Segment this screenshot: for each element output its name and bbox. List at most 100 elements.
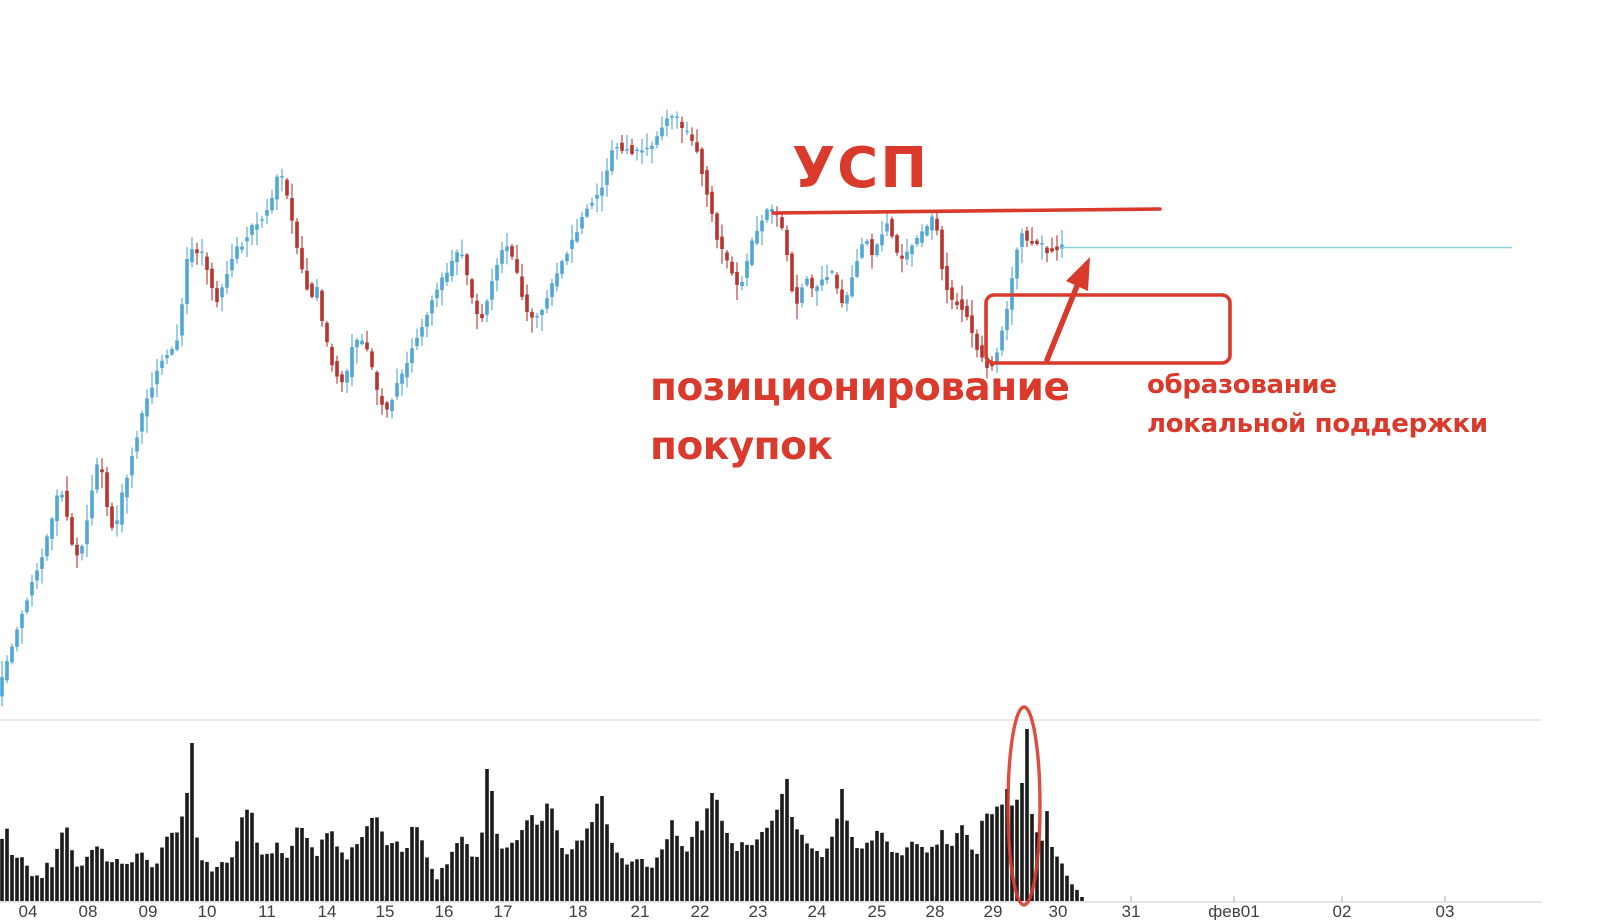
volume-bar [635,859,639,901]
candle-body [180,304,184,336]
volume-bar [975,853,979,901]
volume-bar [570,849,574,901]
candle-body [320,290,324,321]
volume-bar [650,867,654,901]
volume-bar [705,808,709,901]
candle-body [885,223,889,232]
volume-bar [535,824,539,901]
candle-body [400,373,404,384]
volume-bar [590,822,594,901]
candle-body [605,170,609,185]
candle-body [120,492,124,525]
candle-body [280,176,284,178]
volume-bar [1025,729,1029,901]
candle-body [330,347,334,366]
candle-body [410,348,414,364]
volume-bar [505,847,509,901]
candle-body [655,136,659,145]
volume-bar [970,849,974,901]
x-axis-label: 02 [1333,902,1352,920]
volume-bar [855,848,859,901]
x-axis-label: 29 [984,902,1003,920]
candle-body [585,208,589,217]
candle-body [575,232,579,242]
x-axis-label: 09 [139,902,158,920]
annotation-support-line1: образование [1147,370,1337,400]
candle-body [75,544,79,556]
candle-body [455,252,459,263]
candle-body [595,194,599,199]
candle-body [490,281,494,300]
volume-bar [120,863,124,901]
candle-body [210,268,214,288]
volume-bar [490,791,494,901]
candle-body [545,298,549,309]
candle-body [790,253,794,292]
candle-body [385,402,389,410]
volume-bar [260,854,264,901]
candle-body [130,456,134,476]
annotation-support-line2: локальной поддержки [1147,409,1488,439]
volume-bar [755,839,759,901]
candle-body [805,278,809,285]
candle-body [255,224,259,230]
candle-body [70,517,74,545]
candle-body [625,149,629,151]
candle-body [555,273,559,287]
candle-body [910,245,914,255]
volume-bar [455,843,459,901]
candle-body [50,518,54,539]
candle-body [80,546,84,554]
volume-bar [250,812,254,901]
candle-body [600,187,604,196]
candle-body [615,147,619,149]
x-axis-label: 10 [198,902,217,920]
volume-bar [710,793,714,901]
volume-bar [480,832,484,901]
candle-body [1045,247,1049,254]
candle-body [0,677,4,697]
candle-body [860,244,864,258]
candle-body [765,209,769,220]
candle-body [20,613,24,628]
candle-body [295,221,299,248]
volume-bar [510,842,514,901]
candle-body [650,145,654,149]
volume-bar [110,862,114,901]
candle-body [485,300,489,315]
candle-body [435,289,439,299]
candle-body [955,301,959,305]
volume-bar [1005,789,1009,901]
volume-bar [925,852,929,901]
volume-bar [525,820,529,901]
volume-bar [990,814,994,901]
volume-bar [90,849,94,901]
candle-body [565,253,569,262]
candle-body [440,277,444,291]
candle-body [155,370,159,385]
x-axis-label: 11 [258,902,276,920]
candle-body [700,148,704,175]
volume-bar [230,857,234,901]
candle-body [445,272,449,282]
volume-bar [850,837,854,901]
volume-bar [215,866,219,901]
candle-body [270,198,274,211]
volume-bar [795,829,799,901]
candle-body [240,246,244,250]
candle-body [995,352,999,364]
volume-bar [575,840,579,901]
candle-body [305,270,309,290]
volume-bar [370,817,374,901]
volume-bar [825,848,829,901]
candle-body [160,360,164,368]
volume-bar [685,851,689,901]
candle-body [260,219,264,221]
x-axis-label: 23 [749,902,768,920]
candle-body [185,259,189,305]
volume-bar [50,867,54,901]
candle-body [680,121,684,128]
volume-bar [875,830,879,901]
candle-body [620,142,624,151]
volume-bar [335,846,339,901]
